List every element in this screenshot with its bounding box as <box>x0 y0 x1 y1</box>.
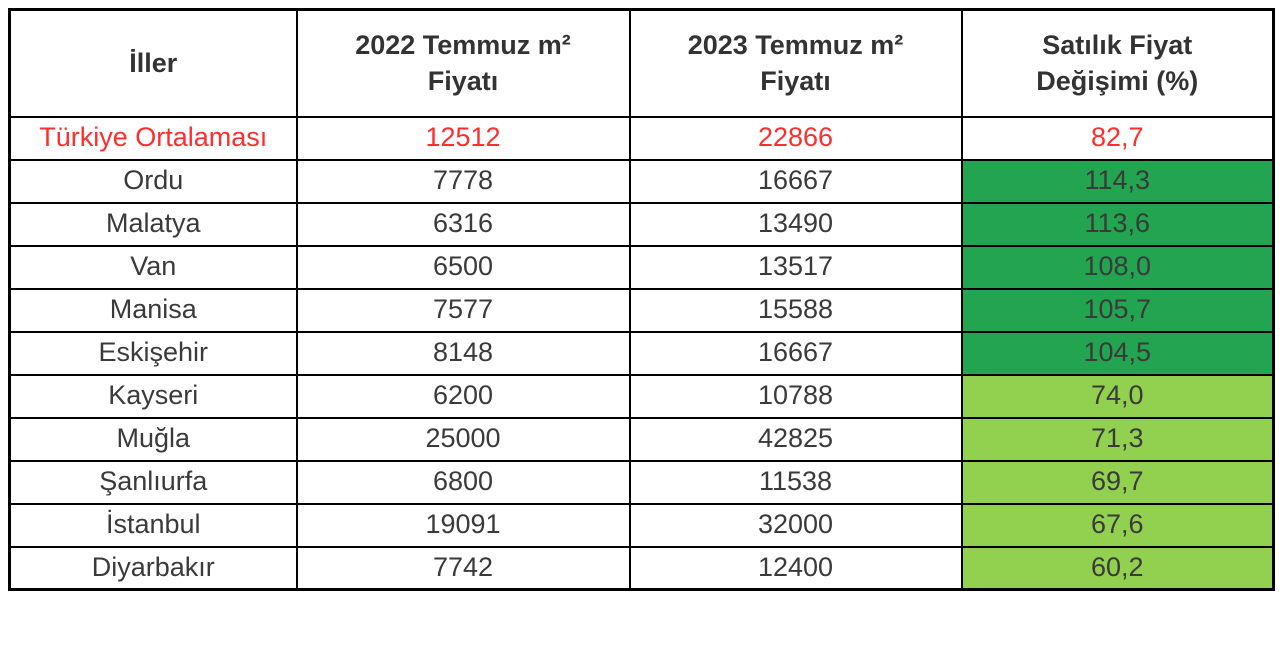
table-row: Muğla 25000 42825 71,3 <box>8 416 1275 462</box>
price-2022-cell: 6200 <box>295 373 631 419</box>
price-2023-cell: 13490 <box>628 201 963 247</box>
city-cell: Malatya <box>8 201 298 247</box>
table-row: Türkiye Ortalaması 12512 22866 82,7 <box>8 115 1275 161</box>
price-2023-cell: 11538 <box>628 459 963 505</box>
city-cell: Muğla <box>8 416 298 462</box>
table-row: Şanlıurfa 6800 11538 69,7 <box>8 459 1275 505</box>
table-row: Manisa 7577 15588 105,7 <box>8 287 1275 333</box>
city-cell: Türkiye Ortalaması <box>8 115 298 161</box>
price-change-cell: 67,6 <box>960 502 1275 548</box>
price-2023-cell: 13517 <box>628 244 963 290</box>
price-change-cell: 114,3 <box>960 158 1275 204</box>
table-row: Eskişehir 8148 16667 104,5 <box>8 330 1275 376</box>
price-2022-cell: 12512 <box>295 115 631 161</box>
price-2023-cell: 32000 <box>628 502 963 548</box>
price-change-cell: 71,3 <box>960 416 1275 462</box>
city-cell: Manisa <box>8 287 298 333</box>
city-cell: Van <box>8 244 298 290</box>
price-2023-cell: 22866 <box>628 115 963 161</box>
table-row: Ordu 7778 16667 114,3 <box>8 158 1275 204</box>
city-cell: Diyarbakır <box>8 545 298 591</box>
table-header: İller 2022 Temmuz m² Fiyatı 2023 Temmuz … <box>8 8 1275 118</box>
header-price-change: Satılık Fiyat Değişimi (%) <box>960 8 1275 118</box>
city-cell: Kayseri <box>8 373 298 419</box>
price-2022-cell: 7778 <box>295 158 631 204</box>
city-cell: Eskişehir <box>8 330 298 376</box>
price-change-cell: 108,0 <box>960 244 1275 290</box>
price-2022-cell: 7742 <box>295 545 631 591</box>
price-change-cell: 82,7 <box>960 115 1275 161</box>
price-2023-cell: 42825 <box>628 416 963 462</box>
city-cell: Şanlıurfa <box>8 459 298 505</box>
price-2023-cell: 15588 <box>628 287 963 333</box>
price-2022-cell: 6316 <box>295 201 631 247</box>
price-2022-cell: 7577 <box>295 287 631 333</box>
price-2022-cell: 25000 <box>295 416 631 462</box>
city-cell: Ordu <box>8 158 298 204</box>
price-change-cell: 105,7 <box>960 287 1275 333</box>
price-2022-cell: 8148 <box>295 330 631 376</box>
table-row: Van 6500 13517 108,0 <box>8 244 1275 290</box>
price-change-cell: 113,6 <box>960 201 1275 247</box>
price-2023-cell: 16667 <box>628 330 963 376</box>
price-2022-cell: 6500 <box>295 244 631 290</box>
price-2022-cell: 19091 <box>295 502 631 548</box>
price-2023-cell: 16667 <box>628 158 963 204</box>
price-change-cell: 74,0 <box>960 373 1275 419</box>
table-row: İstanbul 19091 32000 67,6 <box>8 502 1275 548</box>
table-row: Diyarbakır 7742 12400 60,2 <box>8 545 1275 591</box>
city-cell: İstanbul <box>8 502 298 548</box>
price-2023-cell: 12400 <box>628 545 963 591</box>
price-change-table: İller 2022 Temmuz m² Fiyatı 2023 Temmuz … <box>8 8 1275 591</box>
price-change-cell: 69,7 <box>960 459 1275 505</box>
table-row: Kayseri 6200 10788 74,0 <box>8 373 1275 419</box>
header-cities: İller <box>8 8 298 118</box>
price-change-cell: 104,5 <box>960 330 1275 376</box>
header-price-2023: 2023 Temmuz m² Fiyatı <box>628 8 963 118</box>
price-table-container: İller 2022 Temmuz m² Fiyatı 2023 Temmuz … <box>8 8 1275 591</box>
price-change-cell: 60,2 <box>960 545 1275 591</box>
price-2023-cell: 10788 <box>628 373 963 419</box>
table-row: Malatya 6316 13490 113,6 <box>8 201 1275 247</box>
price-2022-cell: 6800 <box>295 459 631 505</box>
header-row: İller 2022 Temmuz m² Fiyatı 2023 Temmuz … <box>8 8 1275 118</box>
header-price-2022: 2022 Temmuz m² Fiyatı <box>295 8 631 118</box>
table-body: Türkiye Ortalaması 12512 22866 82,7 Ordu… <box>8 115 1275 591</box>
